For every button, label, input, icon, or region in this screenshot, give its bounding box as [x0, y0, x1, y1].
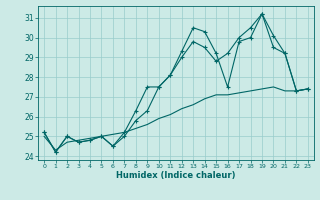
X-axis label: Humidex (Indice chaleur): Humidex (Indice chaleur) — [116, 171, 236, 180]
